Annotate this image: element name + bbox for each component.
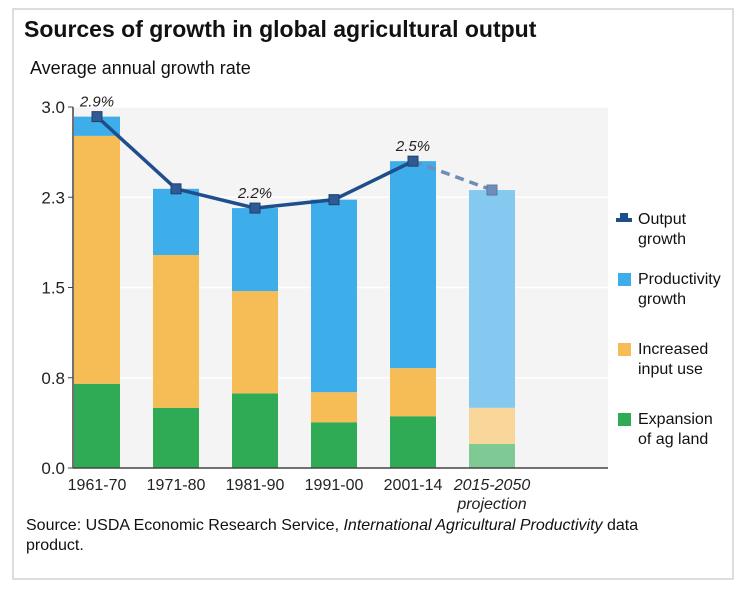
bar-segment	[390, 368, 436, 417]
y-tick-label: 0.0	[41, 459, 65, 478]
output-growth-marker	[486, 184, 498, 196]
legend-swatch	[618, 413, 631, 426]
x-tick-label: 1971-80	[147, 477, 206, 494]
bar-segment	[232, 291, 278, 394]
bar-segment	[74, 135, 120, 384]
source-italic: International Agricultural Productivity	[343, 517, 603, 534]
legend-swatch	[618, 343, 631, 356]
bar-segment	[153, 188, 199, 256]
legend-label: Expansion of ag land	[638, 411, 713, 448]
bar-segment	[390, 161, 436, 369]
output-growth-marker	[407, 155, 419, 167]
bar-segment	[469, 407, 515, 444]
legend-swatch	[618, 273, 631, 286]
source-suffix: data product.	[26, 517, 639, 554]
y-tick-label: 2.3	[41, 188, 65, 207]
output-growth-marker	[328, 194, 340, 206]
legend-label: Increased input use	[638, 341, 709, 378]
legend-marker-icon	[620, 213, 628, 221]
output-growth-marker	[170, 183, 182, 195]
bar-segment	[74, 383, 120, 468]
x-tick-label: 2001-14	[384, 477, 443, 494]
source-prefix: Source: USDA Economic Research Service,	[26, 517, 344, 534]
y-tick-label: 3.0	[41, 98, 65, 117]
x-tick-label: 1981-90	[226, 477, 285, 494]
x-tick-label: projection	[456, 496, 526, 513]
bar-segment	[469, 190, 515, 408]
bar-segment	[74, 116, 120, 136]
legend-swatch	[616, 218, 632, 222]
bar-segment	[390, 416, 436, 468]
data-label: 2.2%	[237, 185, 272, 202]
chart-title: Sources of growth in global agricultural…	[24, 16, 537, 42]
x-tick-label: 2015-2050	[453, 477, 531, 494]
bar-segment	[232, 393, 278, 468]
x-tick-label: 1961-70	[68, 477, 127, 494]
bar-segment	[311, 422, 357, 468]
x-tick-label: 1991-00	[305, 477, 364, 494]
chart-subtitle: Average annual growth rate	[30, 58, 251, 78]
bar-segment	[469, 443, 515, 468]
bar-segment	[153, 407, 199, 468]
bar-segment	[311, 199, 357, 393]
output-growth-marker	[249, 202, 261, 214]
source-note: Source: USDA Economic Research Service, …	[26, 516, 686, 556]
y-tick-label: 0.8	[41, 369, 65, 388]
chart-frame	[12, 8, 734, 580]
bar-segment	[311, 392, 357, 423]
bar-segment	[153, 255, 199, 408]
bar-segment	[232, 208, 278, 292]
output-growth-marker	[91, 111, 103, 123]
data-label: 2.5%	[395, 138, 430, 155]
legend-label: Productivity growth	[638, 271, 721, 308]
data-label: 2.9%	[79, 94, 114, 111]
legend-label: Output growth	[638, 211, 687, 248]
y-tick-label: 1.5	[41, 279, 65, 298]
